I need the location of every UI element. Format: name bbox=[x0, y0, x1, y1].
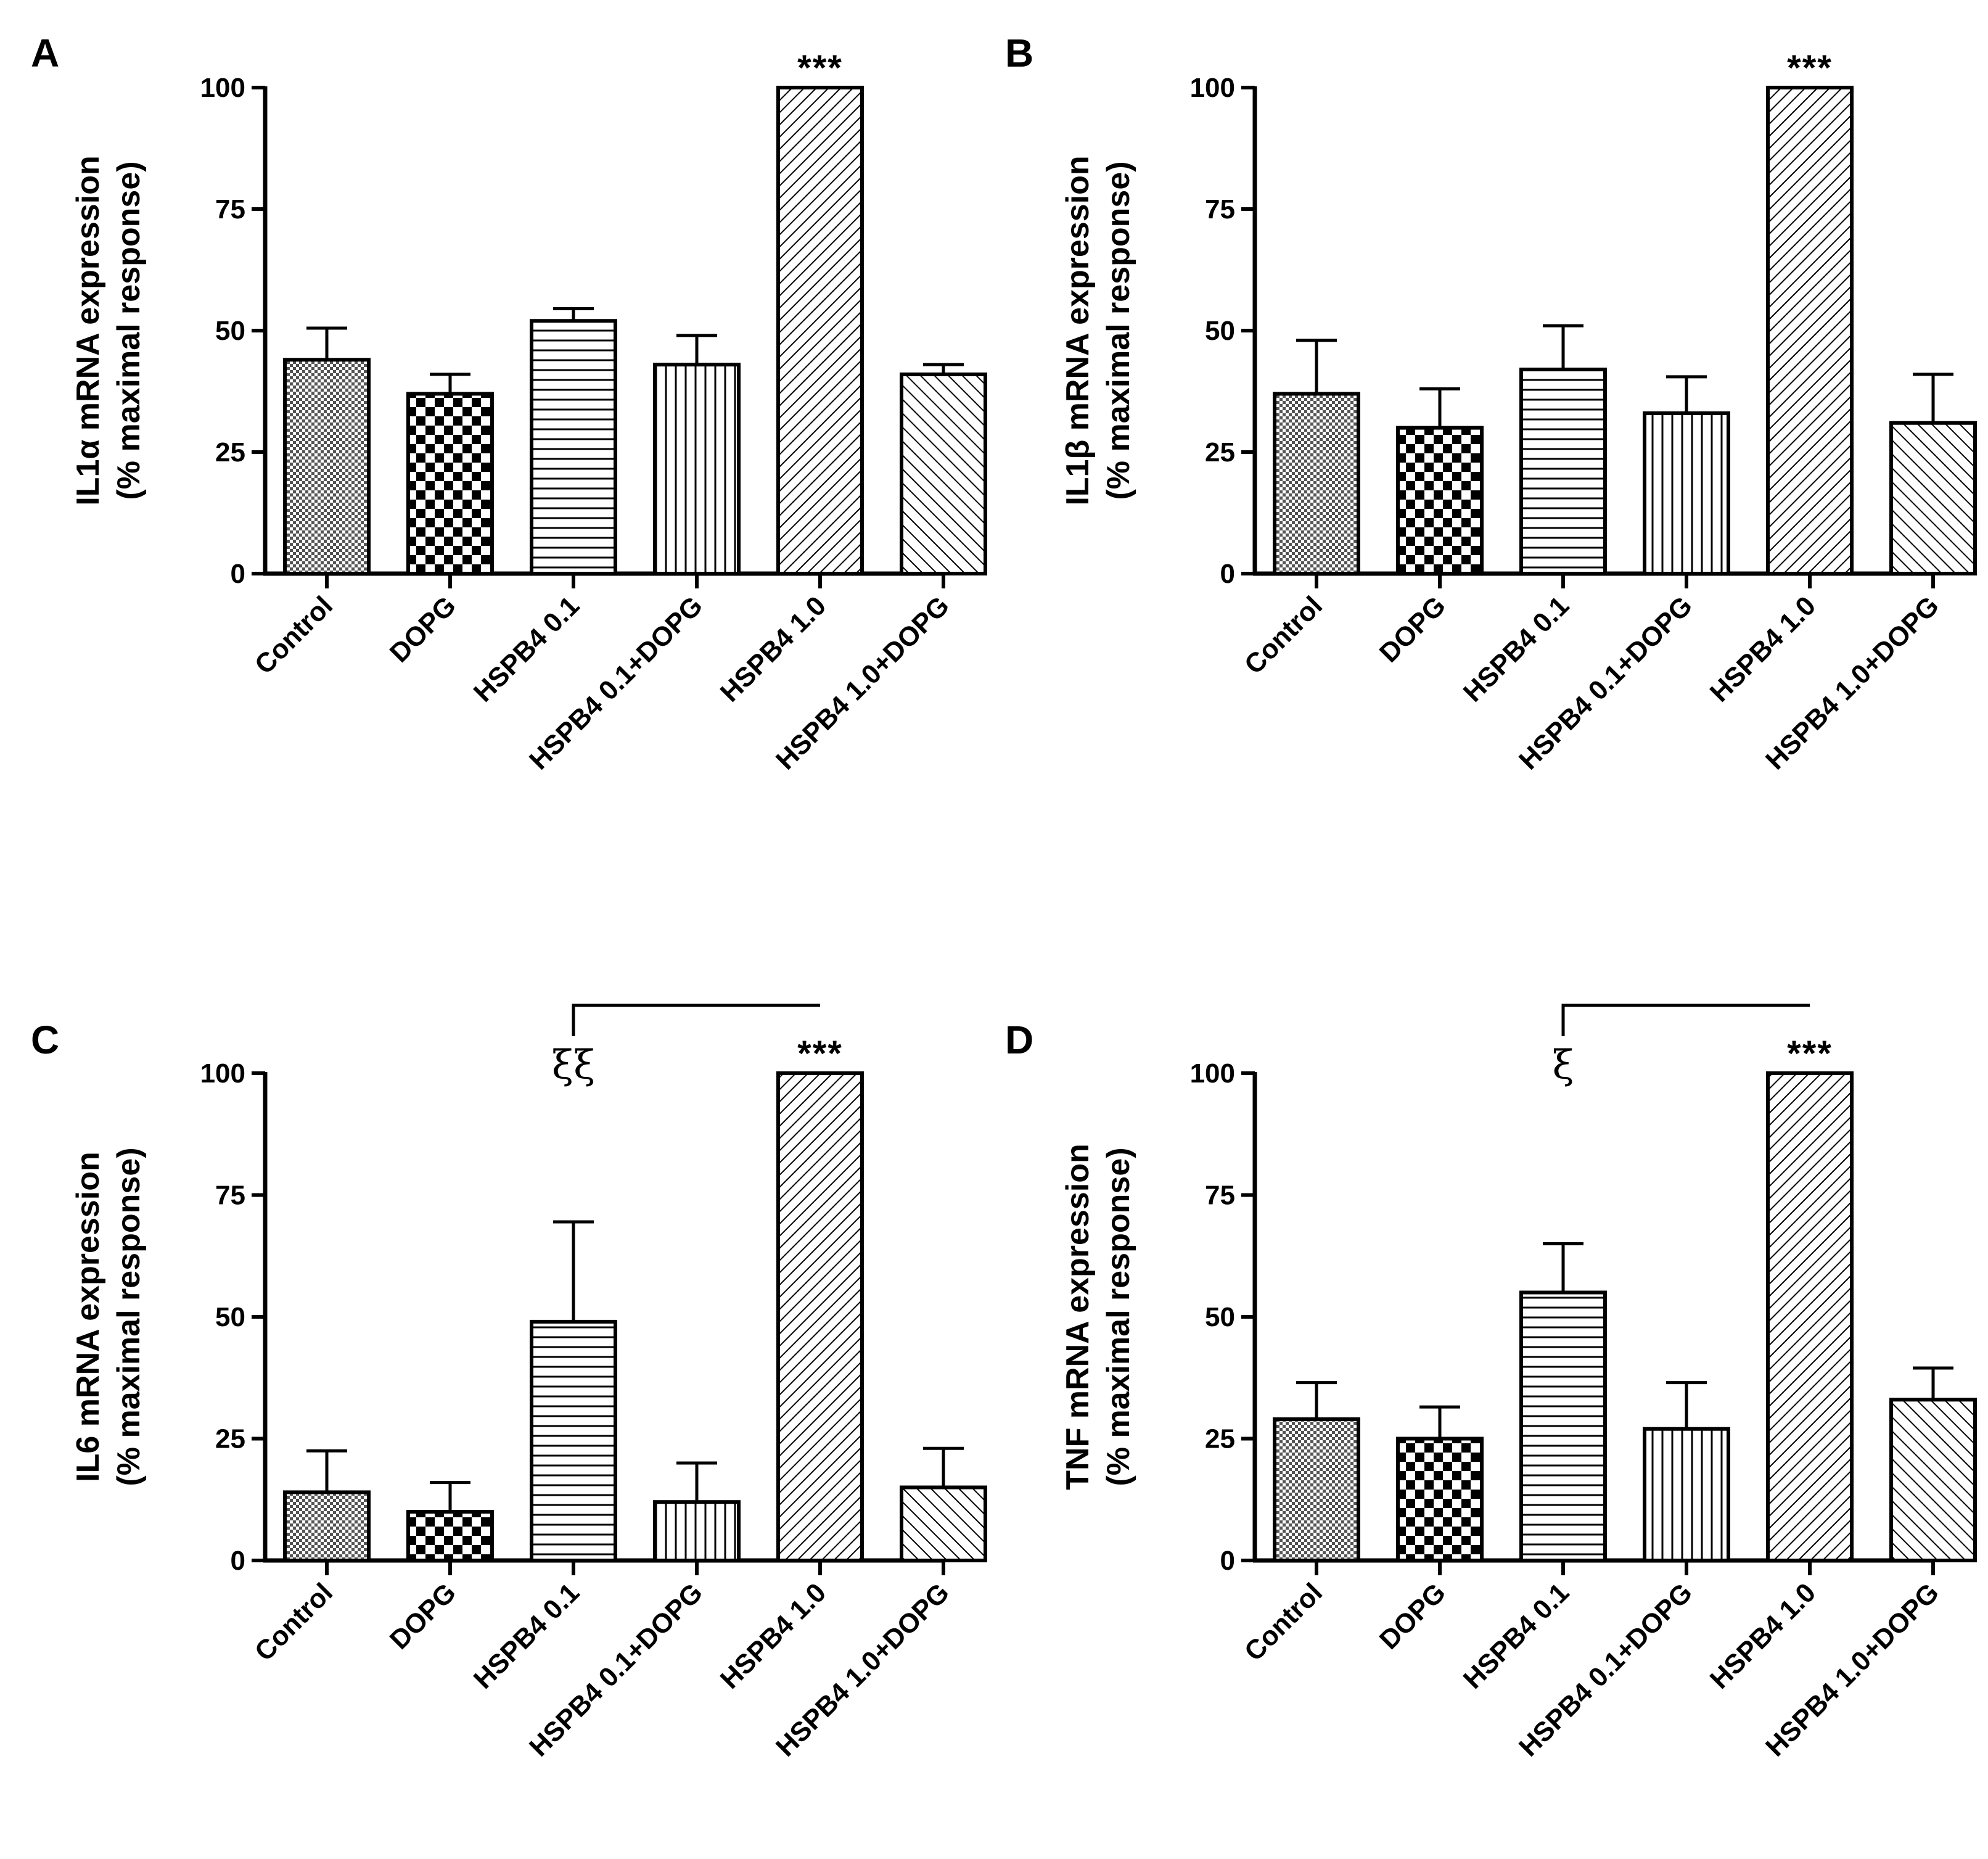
panel-letter: D bbox=[1005, 1018, 1033, 1062]
bar bbox=[1643, 411, 1730, 576]
bar bbox=[1273, 392, 1360, 575]
significance-label: ξ bbox=[1552, 1042, 1574, 1088]
y-axis-label-units: (% maximal response) bbox=[1101, 161, 1136, 500]
y-tick-label: 25 bbox=[1205, 437, 1235, 468]
y-axis-label: TNF mRNA expression bbox=[1060, 1144, 1096, 1490]
significance-stars: *** bbox=[797, 48, 843, 88]
x-tick-label: DOPG bbox=[1374, 590, 1452, 668]
y-tick-label: 50 bbox=[215, 1302, 245, 1332]
x-tick-label: Control bbox=[249, 1577, 339, 1667]
bar bbox=[1889, 421, 1977, 575]
x-tick-label: HSPB4 0.1 bbox=[468, 590, 585, 707]
x-tick-label: HSPB4 0.1 bbox=[1458, 1577, 1575, 1694]
y-tick-label: 25 bbox=[215, 437, 245, 468]
x-tick-label: DOPG bbox=[384, 1577, 462, 1655]
bar bbox=[1273, 1417, 1360, 1562]
bar bbox=[1889, 1398, 1977, 1563]
y-axis-label-units: (% maximal response) bbox=[1101, 1147, 1136, 1486]
bar bbox=[1519, 1290, 1607, 1562]
y-tick-label: 75 bbox=[1205, 194, 1235, 225]
y-tick-label: 100 bbox=[200, 1058, 245, 1089]
y-axis-label-units: (% maximal response) bbox=[111, 1147, 147, 1486]
x-tick-label: Control bbox=[1239, 590, 1328, 680]
y-tick-label: 50 bbox=[1205, 1302, 1235, 1332]
y-axis-label: IL6 mRNA expression bbox=[70, 1152, 106, 1482]
y-tick-label: 25 bbox=[215, 1424, 245, 1454]
bar bbox=[530, 319, 617, 575]
x-tick-label: HSPB4 1.0 bbox=[715, 590, 832, 707]
y-tick-label: 50 bbox=[1205, 316, 1235, 346]
bar bbox=[653, 363, 741, 575]
significance-stars: *** bbox=[797, 1034, 843, 1074]
chart-panel-b: B IL1β mRNA expression (% maximal response… bbox=[1005, 31, 1977, 776]
y-axis-label-units: (% maximal response) bbox=[111, 161, 147, 500]
x-tick-label: Control bbox=[249, 590, 339, 680]
panel-letter: A bbox=[31, 31, 59, 75]
bar bbox=[900, 372, 987, 575]
x-tick-label: Control bbox=[1239, 1577, 1328, 1667]
bar bbox=[653, 1500, 741, 1562]
y-tick-label: 0 bbox=[231, 559, 245, 589]
bar bbox=[406, 1510, 494, 1562]
bar bbox=[1396, 426, 1484, 575]
bar bbox=[283, 358, 371, 576]
bar bbox=[1766, 1071, 1854, 1562]
panel-letter: C bbox=[31, 1018, 59, 1062]
x-tick-label: DOPG bbox=[1374, 1577, 1452, 1655]
y-tick-label: 0 bbox=[1220, 559, 1235, 589]
x-tick-label: HSPB4 1.0 bbox=[1704, 1577, 1822, 1694]
significance-stars: *** bbox=[1787, 1034, 1833, 1074]
x-tick-label: HSPB4 0.1 bbox=[468, 1577, 585, 1694]
chart-panel-a: A IL1α mRNA expression (% maximal response… bbox=[31, 31, 987, 776]
y-tick-label: 100 bbox=[1190, 73, 1235, 103]
significance-bracket bbox=[1561, 1004, 1810, 1036]
y-tick-label: 100 bbox=[200, 73, 245, 103]
bar bbox=[776, 1071, 864, 1562]
significance-stars: *** bbox=[1787, 48, 1833, 88]
y-tick-label: 50 bbox=[215, 316, 245, 346]
y-tick-label: 0 bbox=[1220, 1546, 1235, 1576]
bar bbox=[1519, 368, 1607, 575]
y-tick-label: 75 bbox=[1205, 1181, 1235, 1211]
bar bbox=[900, 1485, 987, 1562]
y-tick-label: 0 bbox=[231, 1546, 245, 1576]
x-tick-label: HSPB4 1.0 bbox=[1704, 590, 1822, 707]
chart-panel-c: C IL6 mRNA expression (% maximal response)… bbox=[31, 1004, 987, 1763]
y-tick-label: 100 bbox=[1190, 1058, 1235, 1089]
bar bbox=[530, 1319, 617, 1562]
bar bbox=[1396, 1436, 1484, 1562]
x-tick-label: HSPB4 1.0 bbox=[715, 1577, 832, 1694]
significance-label: ξξ bbox=[552, 1042, 596, 1088]
y-tick-label: 25 bbox=[1205, 1424, 1235, 1454]
y-tick-label: 75 bbox=[215, 194, 245, 225]
bar bbox=[776, 86, 864, 575]
chart-panel-d: D TNF mRNA expression (% maximal response)… bbox=[1005, 1004, 1977, 1763]
x-tick-label: HSPB4 0.1 bbox=[1458, 590, 1575, 707]
bar bbox=[283, 1490, 371, 1562]
panel-letter: B bbox=[1005, 31, 1033, 75]
x-tick-label: DOPG bbox=[384, 590, 462, 668]
bar bbox=[1766, 86, 1854, 575]
significance-bracket bbox=[572, 1004, 820, 1036]
y-tick-label: 75 bbox=[215, 1181, 245, 1211]
bar bbox=[1643, 1427, 1730, 1562]
y-axis-label: IL1α mRNA expression bbox=[70, 155, 106, 506]
bar bbox=[406, 392, 494, 575]
y-axis-label: IL1β mRNA expression bbox=[1060, 155, 1096, 505]
